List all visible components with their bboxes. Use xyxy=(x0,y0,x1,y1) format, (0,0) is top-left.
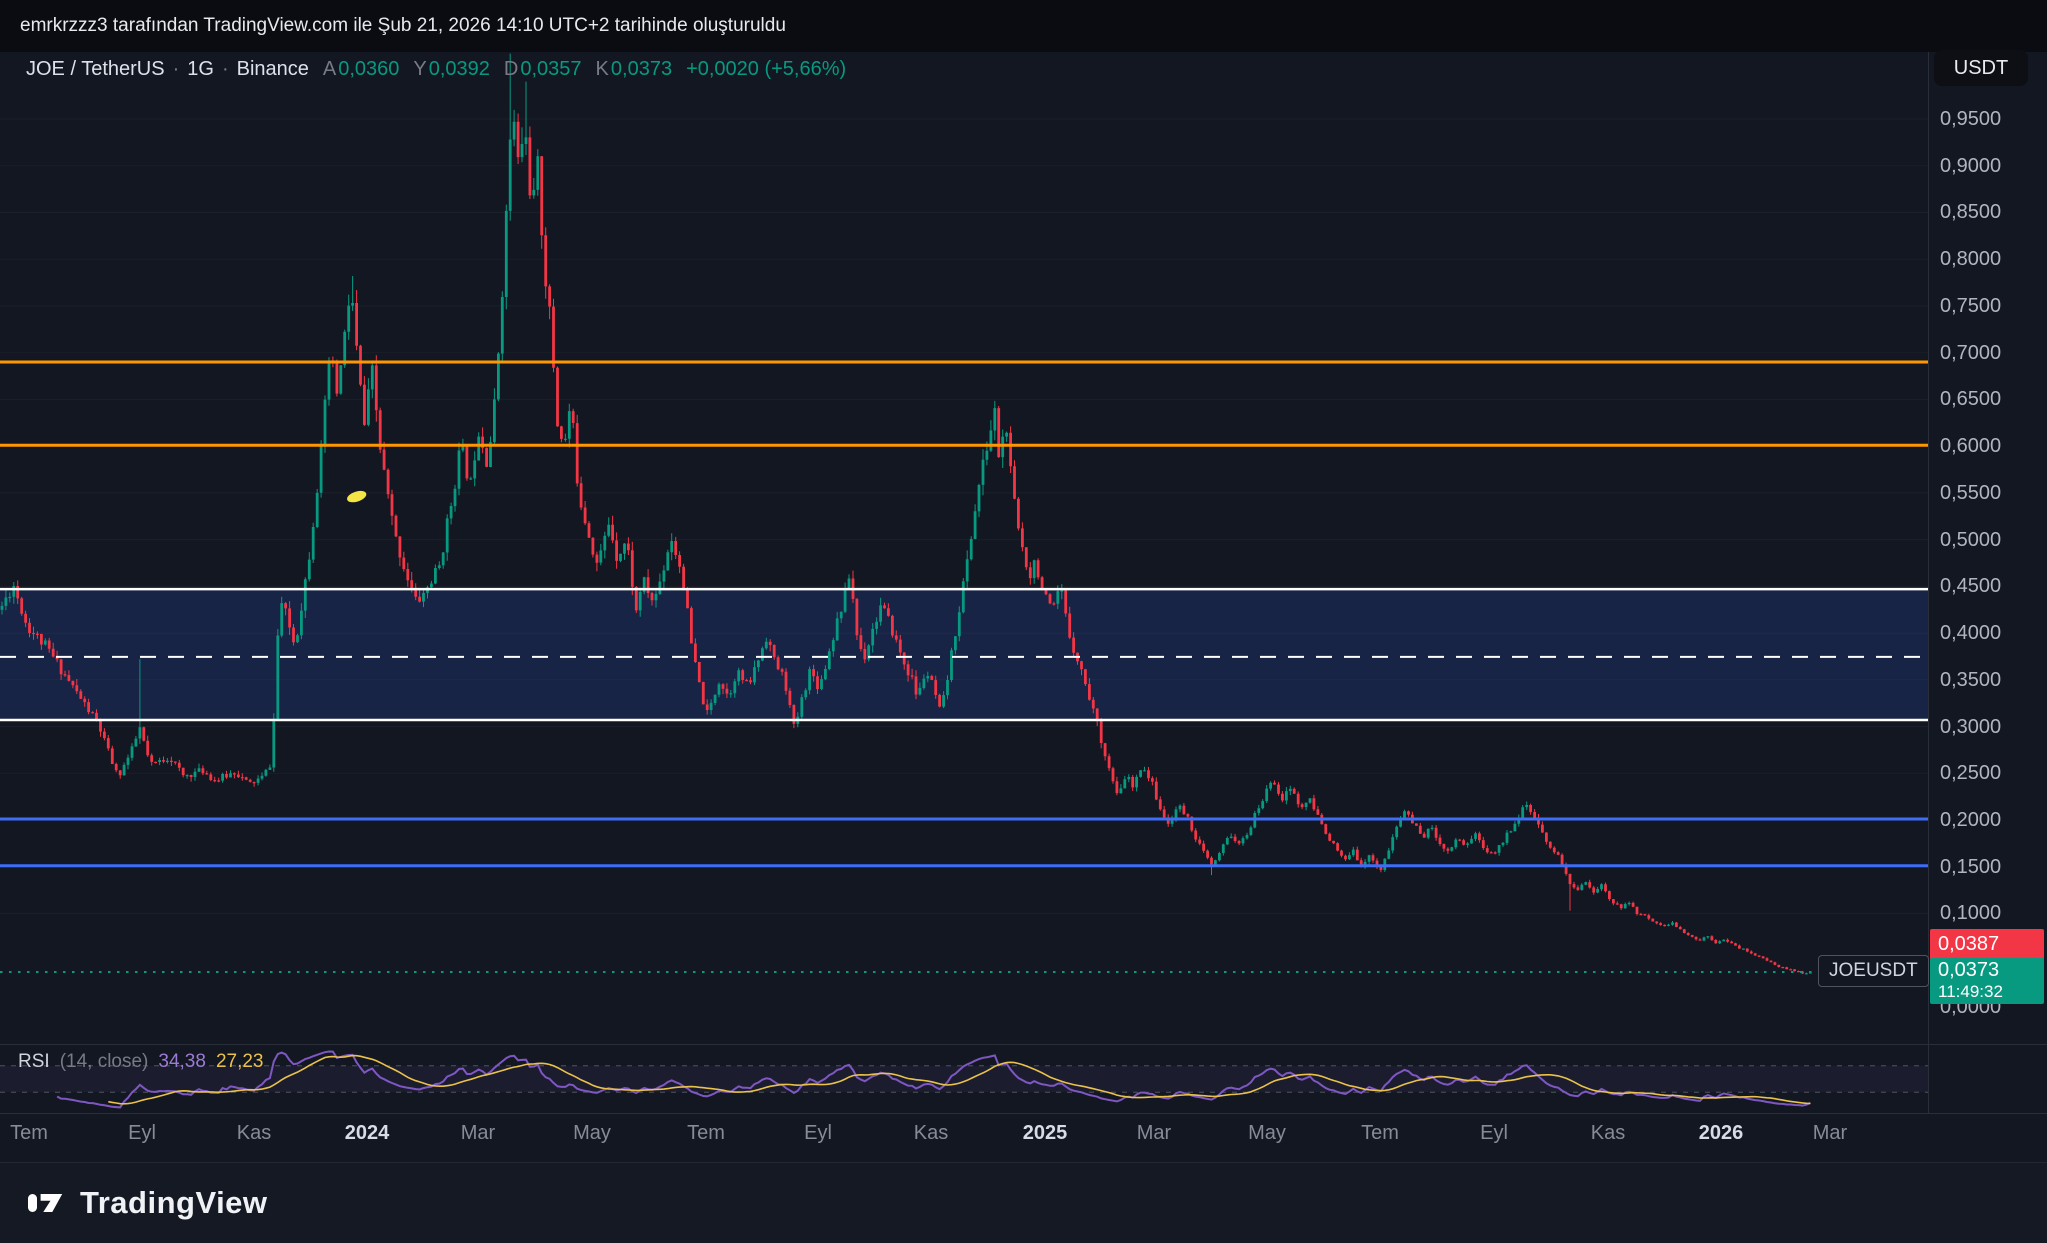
ohlc-low-label: D xyxy=(503,58,519,80)
time-axis-label: Kas xyxy=(913,1122,949,1144)
time-axis-label: May xyxy=(1248,1122,1286,1144)
attribution-text: emrkrzzz3 tarafından TradingView.com ile… xyxy=(20,15,786,36)
price-tick-label: 0,4000 xyxy=(1940,622,2002,644)
price-tick-label: 0,7000 xyxy=(1940,342,2002,364)
time-axis-label: Tem xyxy=(1361,1122,1399,1144)
time-axis-label: Mar xyxy=(1136,1122,1172,1144)
ohlc-high-value: 0,0392 xyxy=(428,58,490,80)
price-tick-label: 0,5000 xyxy=(1940,529,2002,551)
exchange-label[interactable]: Binance xyxy=(236,58,309,80)
last-price-badge: 0,0373 11:49:32 xyxy=(1930,958,2044,1004)
rsi-line xyxy=(56,1050,1811,1109)
rsi-value: 34,38 xyxy=(158,1051,206,1072)
ohlc-close-label: K xyxy=(595,58,609,80)
separator: · xyxy=(221,58,229,80)
ohlc-open: A 0,0360 xyxy=(323,58,400,81)
ohlc-low-value: 0,0357 xyxy=(520,58,582,80)
price-tick-label: 0,9000 xyxy=(1940,155,2002,177)
ohlc-close-value: 0,0373 xyxy=(610,58,673,80)
ohlc-close: K 0,0373 xyxy=(596,58,673,81)
ohlc-low: D 0,0357 xyxy=(504,58,582,81)
price-tick-label: 0,1500 xyxy=(1940,856,2002,878)
price-tick-label: 0,3000 xyxy=(1940,716,2002,738)
price-tick-label: 0,4500 xyxy=(1940,575,2002,597)
rsi-legend: RSI (14, close) 34,38 27,23 xyxy=(18,1051,263,1073)
price-tick-label: 0,8500 xyxy=(1940,201,2002,223)
time-axis-label: 2026 xyxy=(1698,1122,1744,1144)
tradingview-logo-icon xyxy=(28,1194,63,1212)
rsi-ma-value: 27,23 xyxy=(215,1051,264,1072)
tradingview-brand-link[interactable]: TradingView xyxy=(26,1185,268,1221)
time-axis-label: 2024 xyxy=(344,1122,390,1144)
time-axis-label: Tem xyxy=(10,1122,48,1144)
time-axis-label: May xyxy=(573,1122,611,1144)
time-axis-label: Kas xyxy=(1590,1122,1626,1144)
price-tick-label: 0,9500 xyxy=(1940,108,2002,130)
ohlc-open-value: 0,0360 xyxy=(338,58,400,80)
rsi-ma-line xyxy=(108,1054,1811,1105)
time-axis-label: Mar xyxy=(1812,1122,1848,1144)
symbol-name[interactable]: JOE / TetherUS xyxy=(26,58,165,80)
time-axis-label: Eyl xyxy=(804,1122,832,1144)
tradingview-wordmark: TradingView xyxy=(80,1185,268,1220)
last-price-value: 0,0373 xyxy=(1938,959,2000,981)
rsi-pane xyxy=(0,1050,1928,1109)
time-axis-label: Tem xyxy=(687,1122,725,1144)
candlestick-series xyxy=(0,53,1812,975)
time-axis-label: Eyl xyxy=(128,1122,156,1144)
time-axis-label: 2025 xyxy=(1022,1122,1068,1144)
attribution-bar: emrkrzzz3 tarafından TradingView.com ile… xyxy=(0,0,2047,52)
time-axis-label: Mar xyxy=(460,1122,496,1144)
price-tick-label: 0,3500 xyxy=(1940,669,2002,691)
time-axis-label: Eyl xyxy=(1480,1122,1508,1144)
time-axis-label: Kas xyxy=(236,1122,272,1144)
yellow-brush-mark[interactable] xyxy=(346,489,368,505)
footer: TradingView xyxy=(0,1162,2047,1243)
rsi-title[interactable]: RSI xyxy=(18,1051,50,1072)
price-tick-label: 0,1000 xyxy=(1940,902,2002,924)
separator: · xyxy=(172,58,180,80)
price-tick-label: 0,2500 xyxy=(1940,762,2002,784)
time-scale[interactable]: Tem Eyl Kas 2024 Mar May Tem Eyl Kas 2025 Mar May Te… xyxy=(0,1122,1928,1158)
price-tick-label: 0,6500 xyxy=(1940,388,2002,410)
price-tick-label: 0,8000 xyxy=(1940,248,2002,270)
bar-countdown: 11:49:32 xyxy=(1938,982,2003,1001)
price-tick-label: 0,2000 xyxy=(1940,809,2002,831)
price-tick-label: 0,5500 xyxy=(1940,482,2002,504)
ohlc-high-label: Y xyxy=(413,58,427,80)
ohlc-high: Y 0,0392 xyxy=(413,58,490,81)
upper-price-badge: 0,0387 xyxy=(1930,929,2044,960)
symbol-price-label[interactable]: JOEUSDT xyxy=(1818,955,1929,987)
price-change: +0,0020 (+5,66%) xyxy=(686,58,847,80)
currency-toggle-button[interactable]: USDT xyxy=(1934,50,2028,86)
ohlc-open-label: A xyxy=(322,58,337,80)
price-tick-label: 0,6000 xyxy=(1940,435,2002,457)
price-tick-label: 0,7500 xyxy=(1940,295,2002,317)
interval-label[interactable]: 1G xyxy=(187,58,214,80)
rsi-params: (14, close) xyxy=(59,1051,149,1072)
